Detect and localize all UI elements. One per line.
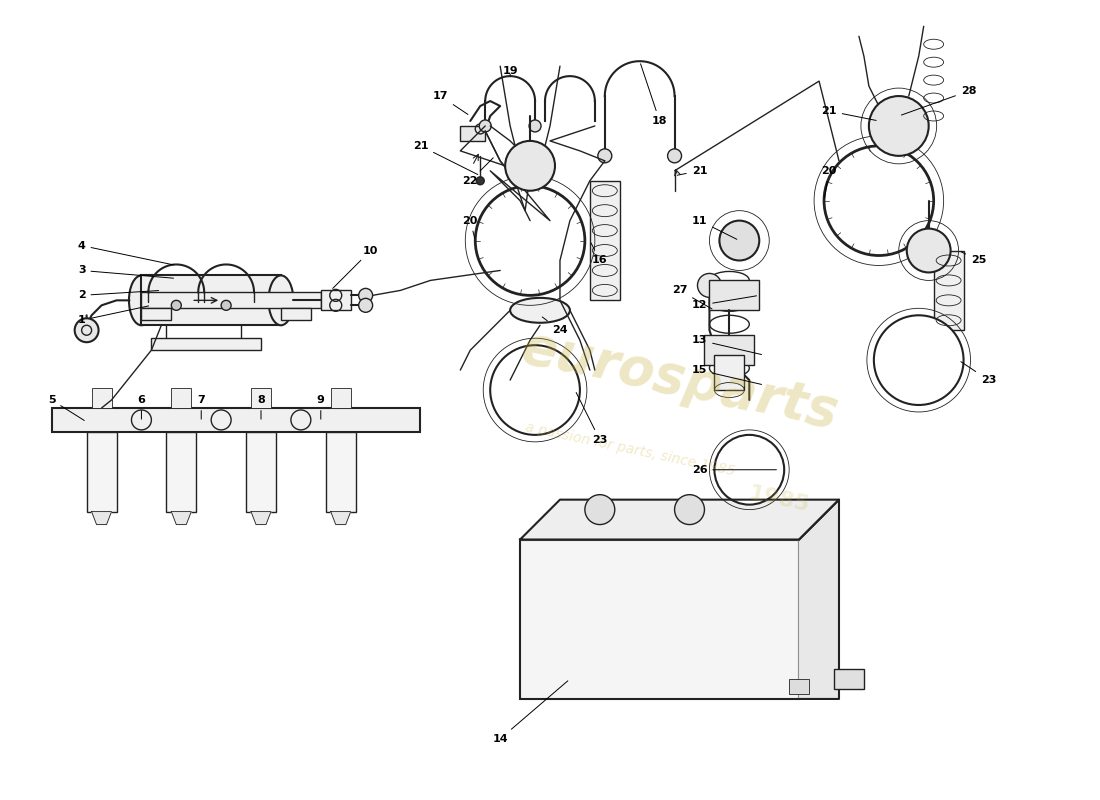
Text: 23: 23 [576, 393, 607, 445]
Bar [142, 292, 321, 308]
Circle shape [221, 300, 231, 310]
Text: 4: 4 [78, 241, 174, 265]
Text: 26: 26 [692, 465, 777, 474]
Text: 1985: 1985 [747, 483, 812, 516]
Circle shape [476, 177, 484, 185]
Text: a passion for parts, since 1985: a passion for parts, since 1985 [524, 421, 736, 479]
Bar [714, 355, 745, 390]
Ellipse shape [129, 275, 154, 326]
Text: 11: 11 [692, 216, 737, 239]
Text: 7: 7 [197, 395, 205, 419]
Circle shape [674, 494, 704, 525]
Bar [280, 308, 311, 320]
Text: 1: 1 [78, 306, 148, 326]
Bar [251, 388, 271, 408]
Polygon shape [520, 500, 839, 539]
Bar [52, 408, 420, 432]
Circle shape [491, 345, 580, 435]
Text: 8: 8 [257, 395, 265, 419]
Text: 2: 2 [78, 290, 158, 300]
Text: 19: 19 [503, 66, 518, 76]
Bar [172, 388, 191, 408]
Text: 3: 3 [78, 266, 174, 278]
Text: 20: 20 [822, 166, 837, 198]
Text: 9: 9 [317, 395, 324, 419]
Text: eurosparts: eurosparts [516, 321, 843, 439]
Text: 12: 12 [692, 296, 757, 310]
Circle shape [668, 149, 682, 163]
Text: 22: 22 [462, 158, 493, 186]
Text: 18: 18 [640, 64, 668, 126]
Polygon shape [799, 500, 839, 699]
Text: 24: 24 [542, 317, 568, 335]
Text: 20: 20 [463, 216, 478, 238]
Circle shape [475, 186, 585, 295]
Bar [246, 432, 276, 512]
Circle shape [597, 149, 612, 163]
Circle shape [172, 300, 182, 310]
Circle shape [505, 141, 556, 190]
Circle shape [359, 298, 373, 312]
Polygon shape [251, 512, 271, 525]
Circle shape [869, 96, 928, 156]
Bar [520, 539, 799, 699]
Polygon shape [172, 512, 191, 525]
Circle shape [873, 315, 964, 405]
Text: 23: 23 [961, 362, 997, 385]
Polygon shape [331, 512, 351, 525]
Bar [934, 250, 964, 330]
Text: 15: 15 [692, 365, 761, 385]
Bar [789, 679, 810, 694]
Bar [834, 669, 864, 689]
Text: 21: 21 [412, 141, 477, 174]
Text: 10: 10 [332, 246, 378, 289]
Text: 28: 28 [901, 86, 977, 115]
Bar [326, 432, 355, 512]
Bar [142, 308, 172, 320]
Ellipse shape [510, 298, 570, 322]
Bar [590, 181, 619, 300]
Text: 13: 13 [692, 335, 761, 354]
Bar [91, 388, 111, 408]
Bar [460, 126, 485, 141]
Circle shape [719, 221, 759, 261]
Circle shape [75, 318, 99, 342]
Text: 17: 17 [432, 91, 468, 114]
Text: 25: 25 [961, 252, 987, 266]
Bar [331, 388, 351, 408]
Ellipse shape [268, 275, 294, 326]
Circle shape [480, 120, 492, 132]
Text: 5: 5 [48, 395, 85, 421]
Bar [142, 275, 280, 326]
Text: 21: 21 [822, 106, 876, 121]
Bar [710, 281, 759, 310]
Circle shape [585, 494, 615, 525]
Bar [152, 338, 261, 350]
Text: 16: 16 [591, 243, 607, 266]
Circle shape [714, 435, 784, 505]
Text: 6: 6 [138, 395, 145, 419]
Circle shape [697, 274, 722, 298]
Text: 21: 21 [678, 166, 707, 176]
Text: 27: 27 [672, 286, 712, 309]
Bar [166, 432, 196, 512]
Text: 14: 14 [493, 681, 568, 744]
Circle shape [906, 229, 950, 273]
Bar [87, 432, 117, 512]
Circle shape [824, 146, 934, 255]
Polygon shape [91, 512, 111, 525]
Circle shape [529, 120, 541, 132]
Circle shape [359, 288, 373, 302]
Bar [321, 290, 351, 310]
Bar [704, 335, 755, 365]
